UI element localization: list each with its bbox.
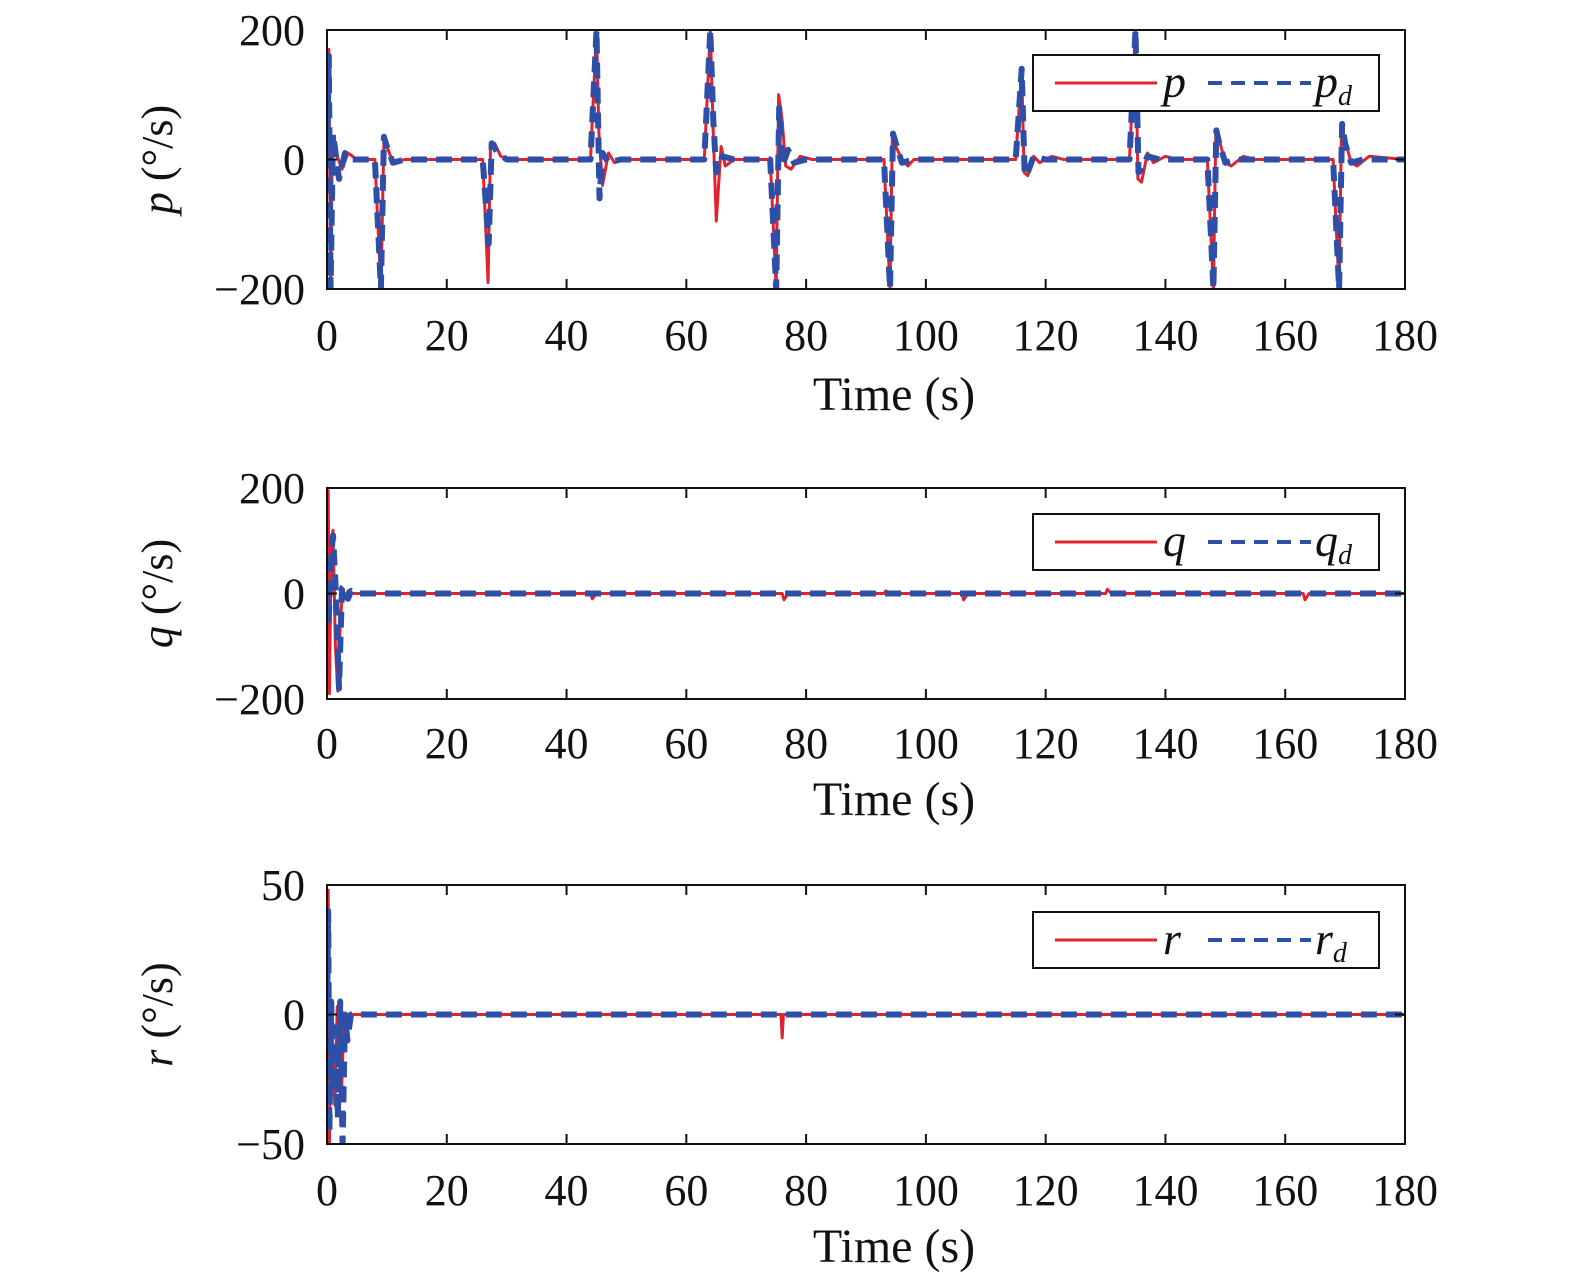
x-tick-label: 20: [425, 1166, 469, 1215]
legend-label-actual-name: p: [1160, 56, 1186, 107]
y-tick-label: 0: [283, 136, 305, 185]
y-axis-label: q (°/s): [133, 539, 182, 648]
legend-label-desired-name: r: [1315, 913, 1334, 964]
x-tick-label: 40: [545, 1166, 589, 1215]
legend-label-desired-sub: d: [1333, 938, 1348, 969]
legend: p pd: [1032, 54, 1380, 112]
x-tick-label: 80: [784, 311, 828, 360]
legend-label-actual-name: q: [1163, 515, 1186, 566]
x-tick-label: 180: [1372, 1166, 1438, 1215]
x-tick-label: 100: [893, 719, 959, 768]
series-line-q_d: [327, 532, 1405, 692]
y-tick-label: 0: [283, 991, 305, 1040]
y-tick-label: 200: [239, 464, 305, 513]
legend-label-desired-name: q: [1315, 515, 1338, 566]
legend-label-actual: q: [1163, 515, 1186, 566]
series-group: [327, 888, 1405, 1144]
y-axis-label-var: p: [133, 192, 182, 217]
legend: r rd: [1032, 911, 1380, 969]
x-tick-label: 180: [1372, 719, 1438, 768]
series-line-p_d: [327, 30, 1405, 289]
legend-label-desired-name: p: [1312, 56, 1338, 107]
series-group: [327, 30, 1405, 289]
y-axis-label-unit: (°/s): [133, 962, 182, 1049]
x-tick-label: 20: [425, 311, 469, 360]
x-tick-label: 100: [893, 311, 959, 360]
x-tick-label: 140: [1132, 719, 1198, 768]
y-axis-label: r (°/s): [133, 962, 182, 1066]
y-tick-label: −200: [214, 265, 305, 314]
x-axis-label: Time (s): [813, 1220, 975, 1273]
x-tick-label: 120: [1013, 1166, 1079, 1215]
legend-label-desired-sub: d: [1338, 540, 1353, 571]
x-tick-label: 120: [1013, 719, 1079, 768]
x-tick-label: 140: [1132, 311, 1198, 360]
y-axis-label-unit: (°/s): [133, 105, 182, 192]
x-axis-label: Time (s): [813, 773, 975, 826]
x-tick-label: 0: [316, 719, 338, 768]
x-tick-label: 160: [1252, 1166, 1318, 1215]
y-axis-label-var: r: [133, 1049, 182, 1067]
y-tick-label: 0: [283, 570, 305, 619]
legend: q qd: [1032, 513, 1380, 571]
x-tick-label: 20: [425, 719, 469, 768]
y-tick-label: −50: [236, 1120, 305, 1169]
x-tick-label: 100: [893, 1166, 959, 1215]
y-axis-label-var: q: [133, 626, 182, 648]
x-tick-label: 120: [1013, 311, 1079, 360]
y-axis-label: p (°/s): [133, 105, 182, 217]
y-axis-label-unit: (°/s): [133, 539, 182, 626]
legend-label-actual: p: [1160, 56, 1186, 107]
series-line-r_d: [327, 907, 1405, 1144]
y-tick-label: 50: [261, 861, 305, 910]
x-tick-label: 60: [664, 719, 708, 768]
x-tick-label: 160: [1252, 719, 1318, 768]
x-tick-label: 60: [664, 311, 708, 360]
legend-label-desired: pd: [1312, 56, 1353, 112]
x-tick-label: 0: [316, 1166, 338, 1215]
x-tick-label: 80: [784, 1166, 828, 1215]
x-tick-label: 160: [1252, 311, 1318, 360]
x-tick-label: 180: [1372, 311, 1438, 360]
x-tick-label: 60: [664, 1166, 708, 1215]
x-tick-label: 0: [316, 311, 338, 360]
x-tick-label: 80: [784, 719, 828, 768]
x-tick-label: 140: [1132, 1166, 1198, 1215]
y-tick-label: −200: [214, 675, 305, 724]
legend-label-actual-name: r: [1163, 913, 1182, 964]
x-tick-label: 40: [545, 719, 589, 768]
series-group: [327, 489, 1405, 696]
legend-label-desired: rd: [1315, 913, 1348, 969]
legend-label-desired: qd: [1315, 515, 1353, 571]
y-tick-label: 200: [239, 6, 305, 55]
legend-label-desired-sub: d: [1338, 81, 1353, 112]
x-tick-label: 40: [545, 311, 589, 360]
x-axis-label: Time (s): [813, 368, 975, 421]
legend-label-actual: r: [1163, 913, 1182, 964]
